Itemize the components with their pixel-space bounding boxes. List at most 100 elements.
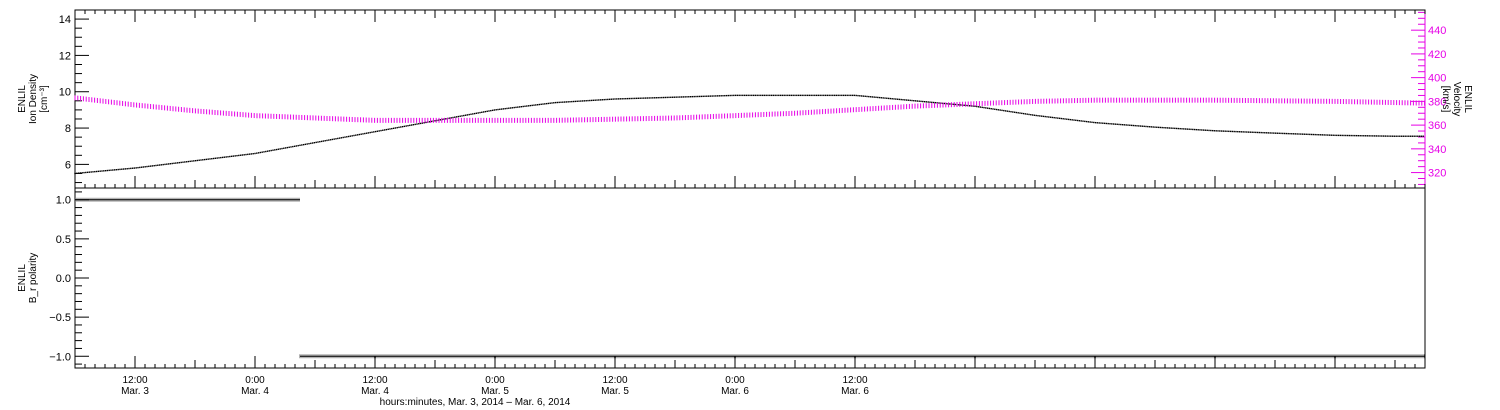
ion-density-point [515, 106, 517, 109]
ion-density-point [320, 140, 323, 143]
ion-density-point [358, 133, 361, 136]
ion-density-point [193, 160, 195, 162]
ion-density-point [1073, 119, 1075, 121]
ion-density-point [517, 106, 519, 108]
ion-density-point [1262, 131, 1264, 134]
ion-density-point [1321, 134, 1324, 136]
ion-density-point [907, 99, 910, 101]
ion-density-point [1345, 134, 1347, 137]
ion-density-point [205, 158, 208, 161]
ion-density-point [1107, 122, 1109, 125]
ion-density-point [166, 163, 168, 165]
ion-density-point [1102, 122, 1104, 124]
ion-density-point [443, 118, 445, 120]
ion-density-point [378, 130, 380, 132]
ion-density-point [702, 95, 704, 98]
ion-density-point [1168, 127, 1171, 129]
polarity-tick-label: 0.0 [56, 273, 71, 285]
ion-density-point [128, 167, 130, 170]
ion-density-point [139, 166, 141, 169]
ion-density-point [556, 101, 559, 104]
time-tick-label: 12:00 [602, 375, 627, 386]
ion-density-point [133, 167, 136, 169]
ion-density-point [403, 125, 406, 128]
ion-density-point [1042, 115, 1045, 118]
date-tick-label: Mar. 5 [601, 386, 629, 397]
ion-density-point [731, 94, 733, 97]
ion-density-point [526, 105, 528, 107]
time-tick-label: 12:00 [842, 375, 867, 386]
ion-density-point [472, 113, 474, 115]
ion-density-point [689, 96, 692, 98]
ion-density-point [401, 125, 404, 128]
ion-density-point [916, 100, 919, 102]
ion-density-point [524, 105, 526, 107]
ion-density-point [1109, 123, 1111, 125]
ion-density-point [707, 95, 710, 97]
ion-density-point [1348, 134, 1351, 137]
ion-density-point [1030, 114, 1032, 116]
ion-density-point [727, 94, 730, 97]
ion-density-point [655, 97, 658, 99]
polarity-tick-label: −1.0 [49, 351, 71, 363]
ion-density-point [580, 100, 582, 102]
ion-density-point [923, 100, 926, 103]
ion-density-point [115, 169, 118, 171]
ion-density-point [1337, 134, 1340, 137]
ion-density-point [243, 154, 245, 156]
ion-density-point [977, 106, 980, 108]
ion-density-point [308, 142, 310, 145]
ion-density-point [934, 101, 937, 104]
ion-density-point [743, 94, 746, 97]
ion-density-point [95, 170, 98, 173]
ion-density-point [1386, 135, 1388, 137]
ion-density-point [335, 138, 337, 140]
ion-density-point [1350, 134, 1352, 137]
ion-density-point [1408, 135, 1410, 137]
ion-density-point [1152, 126, 1154, 128]
ion-density-point [1125, 124, 1127, 126]
ion-density-point [92, 171, 94, 173]
ion-density-point [817, 94, 820, 97]
ion-density-point [1343, 134, 1345, 137]
ion-density-point [1336, 134, 1338, 137]
velocity-tick-label: 420 [1428, 49, 1446, 61]
ion-density-point [1238, 131, 1241, 133]
ion-density-point [1283, 132, 1286, 135]
ion-density-point [887, 97, 890, 100]
ion-density-point [347, 135, 350, 138]
ion-density-point [407, 125, 409, 127]
ion-density-point [1082, 120, 1084, 122]
ion-density-point [988, 107, 991, 110]
ion-density-point [1375, 135, 1378, 137]
ion-density-point [612, 98, 614, 100]
ion-density-point [992, 108, 994, 110]
ion-density-point [1384, 135, 1387, 137]
ion-density-point [583, 100, 586, 102]
ion-density-point [207, 158, 209, 160]
ion-density-point [832, 94, 834, 97]
ion-density-point [538, 103, 541, 106]
ion-density-point [178, 161, 181, 164]
ion-density-point [898, 98, 901, 101]
ion-density-point [238, 154, 240, 157]
ion-density-point [862, 95, 865, 97]
density-tick-label: 12 [59, 50, 71, 62]
ion-density-point [828, 94, 830, 97]
ion-density-point [713, 95, 715, 97]
ion-density-point [563, 101, 566, 103]
date-tick-label: Mar. 3 [121, 386, 149, 397]
ion-density-point [765, 94, 767, 97]
ion-density-point [97, 170, 100, 173]
ion-density-point [1022, 112, 1025, 115]
ion-density-point [661, 96, 663, 99]
ion-density-point [508, 107, 510, 109]
ion-density-point [216, 157, 218, 159]
ion-density-point [625, 97, 627, 100]
ion-density-point [463, 114, 465, 117]
ion-density-point [875, 96, 877, 98]
ion-density-point [1409, 135, 1412, 137]
ion-density-point [1211, 129, 1214, 132]
ion-density-point [1048, 116, 1050, 118]
